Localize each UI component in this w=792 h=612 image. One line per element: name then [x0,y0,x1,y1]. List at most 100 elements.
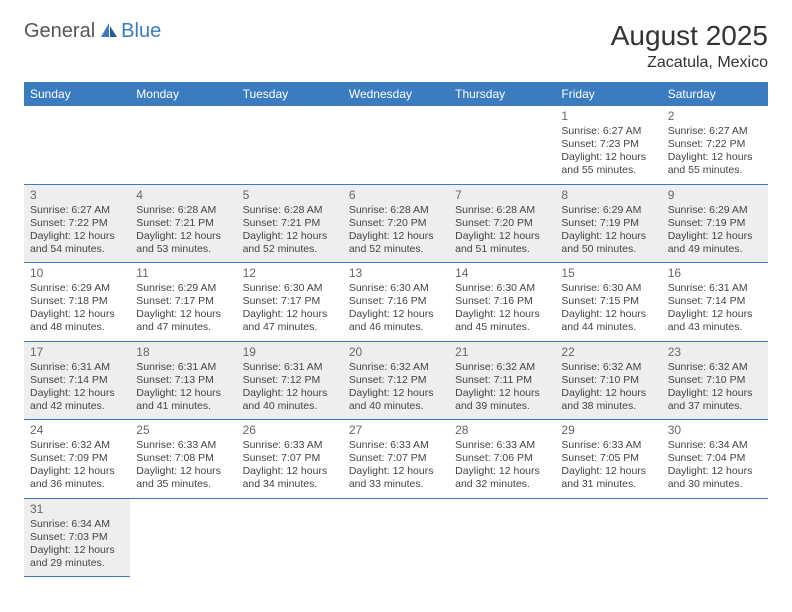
empty-cell [343,106,449,184]
week-row: 17 Sunrise: 6:31 AM Sunset: 7:14 PM Dayligh… [24,341,768,420]
sunrise: Sunrise: 6:29 AM [30,282,124,295]
weekday-thu: Thursday [449,82,555,106]
daylight: Daylight: 12 hours and 32 minutes. [455,465,549,491]
sunset: Sunset: 7:20 PM [349,217,443,230]
daylight: Daylight: 12 hours and 50 minutes. [561,230,655,256]
day-number: 12 [243,266,337,281]
sunset: Sunset: 7:05 PM [561,452,655,465]
daylight: Daylight: 12 hours and 43 minutes. [668,308,762,334]
sunrise: Sunrise: 6:34 AM [668,439,762,452]
sunset: Sunset: 7:14 PM [668,295,762,308]
daylight: Daylight: 12 hours and 47 minutes. [243,308,337,334]
daylight: Daylight: 12 hours and 45 minutes. [455,308,549,334]
header: General Blue August 2025 Zacatula, Mexic… [24,20,768,72]
sunrise: Sunrise: 6:29 AM [561,204,655,217]
day-number: 24 [30,423,124,438]
empty-cell [449,498,555,577]
sunset: Sunset: 7:22 PM [668,138,762,151]
sunset: Sunset: 7:11 PM [455,374,549,387]
sunrise: Sunrise: 6:29 AM [136,282,230,295]
day-number: 13 [349,266,443,281]
day-number: 25 [136,423,230,438]
sunrise: Sunrise: 6:27 AM [668,125,762,138]
sunrise: Sunrise: 6:32 AM [668,361,762,374]
sunrise: Sunrise: 6:28 AM [243,204,337,217]
sunrise: Sunrise: 6:32 AM [349,361,443,374]
day-cell: 12Sunrise: 6:30 AMSunset: 7:17 PMDayligh… [237,263,343,342]
daylight: Daylight: 12 hours and 40 minutes. [349,387,443,413]
day-cell: 19Sunrise: 6:31 AMSunset: 7:12 PMDayligh… [237,341,343,420]
daylight: Daylight: 12 hours and 29 minutes. [30,544,124,570]
day-number: 17 [30,345,124,360]
sunrise: Sunrise: 6:33 AM [561,439,655,452]
day-cell: 4Sunrise: 6:28 AMSunset: 7:21 PMDaylight… [130,184,236,263]
day-number: 26 [243,423,337,438]
empty-cell [555,498,661,577]
day-cell: 24Sunrise: 6:32 AMSunset: 7:09 PMDayligh… [24,420,130,499]
daylight: Daylight: 12 hours and 49 minutes. [668,230,762,256]
daylight: Daylight: 12 hours and 47 minutes. [136,308,230,334]
day-number: 30 [668,423,762,438]
day-number: 16 [668,266,762,281]
sunset: Sunset: 7:09 PM [30,452,124,465]
weekday-wed: Wednesday [343,82,449,106]
day-number: 7 [455,188,549,203]
day-cell: 3Sunrise: 6:27 AMSunset: 7:22 PMDaylight… [24,184,130,263]
empty-cell [343,498,449,577]
sunset: Sunset: 7:12 PM [243,374,337,387]
day-number: 31 [30,502,124,517]
sunset: Sunset: 7:17 PM [136,295,230,308]
day-number: 10 [30,266,124,281]
day-cell: 5Sunrise: 6:28 AMSunset: 7:21 PMDaylight… [237,184,343,263]
sunrise: Sunrise: 6:28 AM [136,204,230,217]
day-number: 23 [668,345,762,360]
day-cell: 2 Sunrise: 6:27 AM Sunset: 7:22 PM Dayli… [662,106,768,184]
daylight: Daylight: 12 hours and 37 minutes. [668,387,762,413]
day-cell: 11Sunrise: 6:29 AMSunset: 7:17 PMDayligh… [130,263,236,342]
sunset: Sunset: 7:07 PM [349,452,443,465]
daylight: Daylight: 12 hours and 35 minutes. [136,465,230,491]
daylight: Daylight: 12 hours and 33 minutes. [349,465,443,491]
sunset: Sunset: 7:08 PM [136,452,230,465]
day-cell: 29Sunrise: 6:33 AMSunset: 7:05 PMDayligh… [555,420,661,499]
day-cell: 31Sunrise: 6:34 AMSunset: 7:03 PMDayligh… [24,498,130,577]
weekday-row: Sunday Monday Tuesday Wednesday Thursday… [24,82,768,106]
daylight: Daylight: 12 hours and 44 minutes. [561,308,655,334]
day-cell: 8Sunrise: 6:29 AMSunset: 7:19 PMDaylight… [555,184,661,263]
daylight: Daylight: 12 hours and 31 minutes. [561,465,655,491]
empty-cell [449,106,555,184]
sunset: Sunset: 7:14 PM [30,374,124,387]
daylight: Daylight: 12 hours and 54 minutes. [30,230,124,256]
daylight: Daylight: 12 hours and 41 minutes. [136,387,230,413]
day-number: 29 [561,423,655,438]
day-cell: 10Sunrise: 6:29 AMSunset: 7:18 PMDayligh… [24,263,130,342]
week-row: 1 Sunrise: 6:27 AM Sunset: 7:23 PM Dayli… [24,106,768,184]
location: Zacatula, Mexico [611,54,768,72]
sunrise: Sunrise: 6:32 AM [30,439,124,452]
sunrise: Sunrise: 6:33 AM [455,439,549,452]
sunset: Sunset: 7:15 PM [561,295,655,308]
daylight: Daylight: 12 hours and 52 minutes. [349,230,443,256]
sunset: Sunset: 7:04 PM [668,452,762,465]
day-cell: 7Sunrise: 6:28 AMSunset: 7:20 PMDaylight… [449,184,555,263]
month-title: August 2025 [611,20,768,52]
empty-cell [662,498,768,577]
day-cell: 27Sunrise: 6:33 AMSunset: 7:07 PMDayligh… [343,420,449,499]
day-cell: 15Sunrise: 6:30 AMSunset: 7:15 PMDayligh… [555,263,661,342]
week-row: 3Sunrise: 6:27 AMSunset: 7:22 PMDaylight… [24,184,768,263]
sunrise: Sunrise: 6:30 AM [243,282,337,295]
sunrise: Sunrise: 6:27 AM [561,125,655,138]
sunrise: Sunrise: 6:30 AM [455,282,549,295]
daylight: Daylight: 12 hours and 48 minutes. [30,308,124,334]
sunrise: Sunrise: 6:31 AM [136,361,230,374]
day-cell: 16Sunrise: 6:31 AMSunset: 7:14 PMDayligh… [662,263,768,342]
sunrise: Sunrise: 6:28 AM [349,204,443,217]
day-cell: 30Sunrise: 6:34 AMSunset: 7:04 PMDayligh… [662,420,768,499]
daylight: Daylight: 12 hours and 34 minutes. [243,465,337,491]
day-cell: 17Sunrise: 6:31 AMSunset: 7:14 PMDayligh… [24,341,130,420]
weekday-sun: Sunday [24,82,130,106]
sunrise: Sunrise: 6:30 AM [349,282,443,295]
day-number: 6 [349,188,443,203]
day-cell: 22Sunrise: 6:32 AMSunset: 7:10 PMDayligh… [555,341,661,420]
empty-cell [24,106,130,184]
